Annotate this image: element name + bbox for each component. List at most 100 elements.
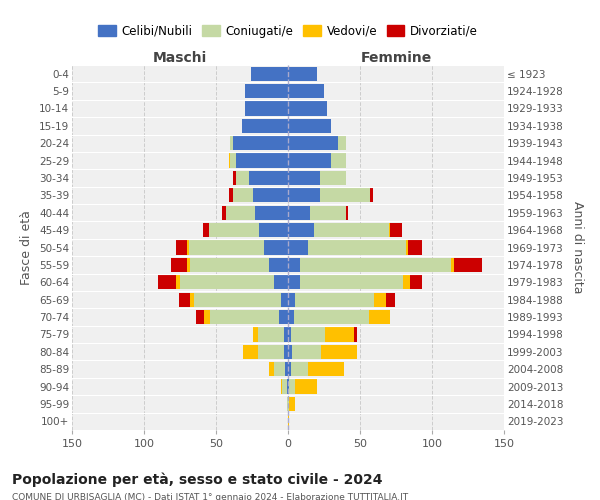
Text: Femmine: Femmine (361, 51, 431, 65)
Bar (194, 292, 281, 307)
Bar (410, 275, 422, 289)
Bar (172, 258, 187, 272)
Bar (229, 154, 230, 168)
Bar (289, 397, 295, 411)
Bar (233, 188, 253, 202)
Bar (288, 258, 299, 272)
Bar (244, 344, 258, 359)
Bar (310, 206, 346, 220)
Bar (288, 206, 310, 220)
Bar (288, 154, 331, 168)
Bar (288, 102, 327, 116)
Bar (386, 292, 395, 307)
Bar (187, 240, 188, 254)
Bar (176, 275, 180, 289)
Bar (291, 328, 325, 342)
Bar (179, 292, 190, 307)
Bar (251, 66, 288, 81)
Text: Popolazione per età, sesso e stato civile - 2024: Popolazione per età, sesso e stato civil… (12, 472, 383, 487)
Bar (245, 102, 288, 116)
Y-axis label: Fasce di età: Fasce di età (20, 210, 34, 285)
Bar (299, 275, 403, 289)
Bar (282, 380, 287, 394)
Bar (288, 414, 289, 428)
Bar (284, 344, 288, 359)
Bar (233, 171, 236, 185)
Bar (253, 328, 258, 342)
Bar (285, 362, 288, 376)
Bar (233, 136, 288, 150)
Bar (205, 310, 210, 324)
Bar (299, 258, 451, 272)
Bar (229, 188, 233, 202)
Bar (188, 240, 263, 254)
Bar (374, 292, 386, 307)
Bar (407, 240, 422, 254)
Bar (406, 240, 407, 254)
Bar (258, 344, 284, 359)
Bar (263, 240, 288, 254)
Bar (288, 362, 291, 376)
Text: COMUNE DI URBISAGLIA (MC) - Dati ISTAT 1° gennaio 2024 - Elaborazione TUTTITALIA: COMUNE DI URBISAGLIA (MC) - Dati ISTAT 1… (12, 492, 408, 500)
Bar (281, 380, 282, 394)
Bar (230, 154, 236, 168)
Bar (370, 188, 373, 202)
Legend: Celibi/Nubili, Coniugati/e, Vedovi/e, Divorziati/e: Celibi/Nubili, Coniugati/e, Vedovi/e, Di… (93, 20, 483, 42)
Bar (288, 240, 308, 254)
Bar (288, 171, 320, 185)
Text: Maschi: Maschi (153, 51, 207, 65)
Bar (321, 344, 357, 359)
Bar (269, 362, 274, 376)
Bar (320, 188, 370, 202)
Bar (451, 258, 454, 272)
Bar (190, 292, 194, 307)
Bar (325, 328, 354, 342)
Bar (269, 258, 288, 272)
Bar (210, 310, 280, 324)
Bar (308, 362, 344, 376)
Bar (222, 206, 226, 220)
Bar (320, 171, 346, 185)
Bar (403, 275, 410, 289)
Bar (203, 223, 209, 237)
Bar (249, 171, 288, 185)
Bar (255, 206, 288, 220)
Bar (274, 362, 285, 376)
Bar (209, 223, 259, 237)
Bar (280, 310, 288, 324)
Bar (291, 362, 308, 376)
Bar (230, 136, 233, 150)
Bar (287, 380, 288, 394)
Bar (295, 292, 374, 307)
Bar (226, 206, 255, 220)
Bar (281, 292, 288, 307)
Bar (368, 310, 390, 324)
Bar (294, 310, 368, 324)
Bar (187, 258, 190, 272)
Bar (295, 380, 317, 394)
Bar (288, 118, 331, 133)
Bar (288, 188, 320, 202)
Bar (288, 328, 291, 342)
Bar (389, 223, 390, 237)
Bar (242, 118, 288, 133)
Bar (292, 344, 321, 359)
Bar (288, 380, 289, 394)
Bar (289, 380, 295, 394)
Bar (288, 84, 324, 98)
Bar (245, 84, 288, 98)
Bar (288, 66, 317, 81)
Bar (259, 223, 288, 237)
Bar (288, 310, 294, 324)
Bar (346, 206, 349, 220)
Bar (274, 275, 288, 289)
Bar (236, 154, 288, 168)
Bar (308, 240, 406, 254)
Bar (176, 240, 187, 254)
Bar (288, 292, 295, 307)
Bar (338, 136, 346, 150)
Bar (158, 275, 176, 289)
Bar (288, 275, 299, 289)
Bar (390, 223, 402, 237)
Bar (236, 171, 249, 185)
